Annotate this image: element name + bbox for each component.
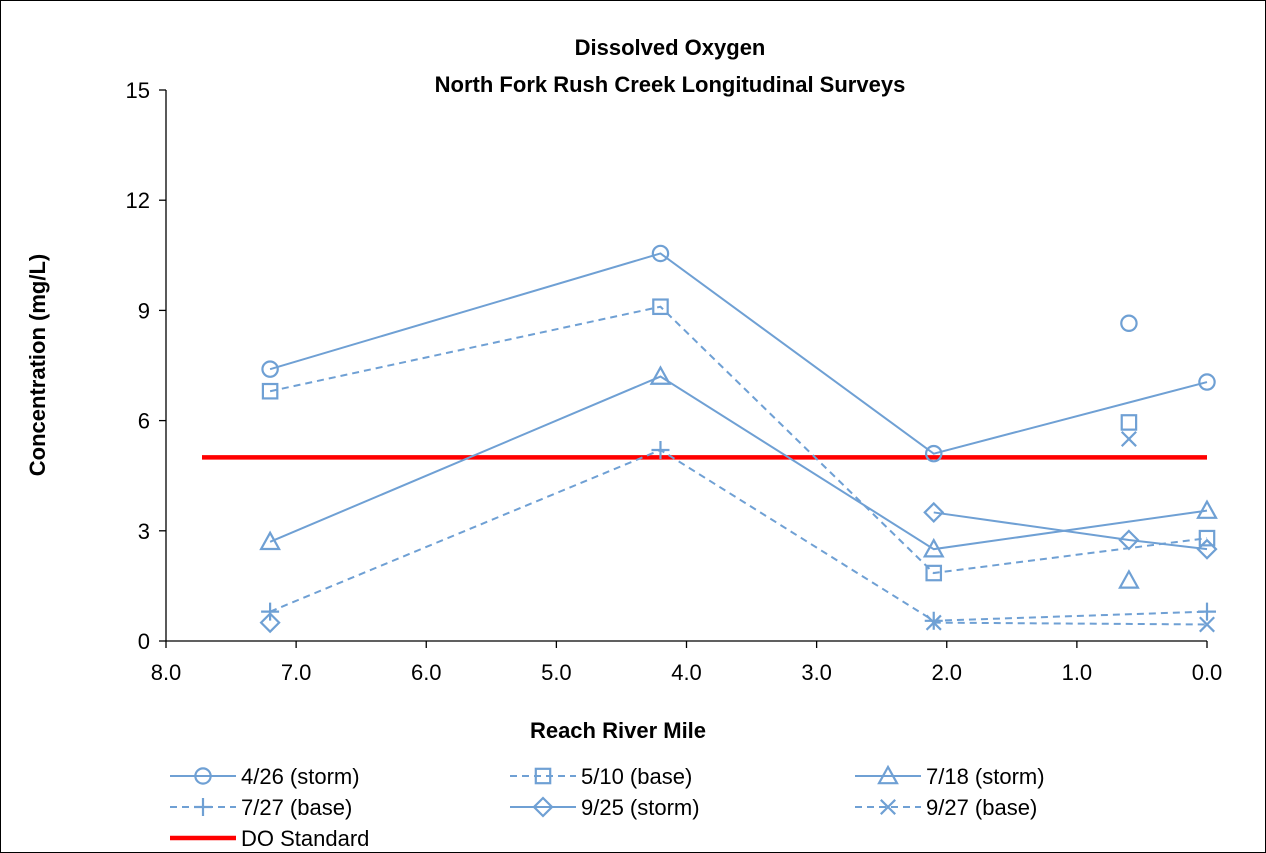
y-tick-label: 12 — [126, 188, 150, 213]
series-2 — [261, 298, 1216, 582]
data-point — [651, 244, 670, 263]
x-tick-label: 2.0 — [931, 660, 962, 685]
legend-item: 4/26 (storm) — [170, 764, 360, 789]
legend-item: 7/18 (storm) — [855, 764, 1045, 789]
legend-label: 9/27 (base) — [926, 795, 1037, 820]
series-6 — [925, 430, 1215, 633]
data-point — [1198, 529, 1216, 547]
data-point — [1196, 499, 1218, 519]
data-point — [1199, 616, 1215, 633]
y-tick-label: 6 — [138, 409, 150, 434]
data-point — [1198, 602, 1216, 621]
data-point — [925, 564, 943, 582]
data-point — [259, 612, 281, 634]
legend-item: 9/25 (storm) — [510, 795, 700, 820]
legend-marker — [194, 767, 212, 785]
data-point — [1120, 430, 1137, 447]
x-axis-ticks: 8.0 7.0 6.0 5.0 4.0 3.0 2.0 1.0 0.0 — [151, 641, 1223, 685]
data-point — [1118, 569, 1140, 589]
series-line — [269, 375, 1208, 551]
legend-marker — [534, 767, 552, 785]
legend-item: 9/27 (base) — [855, 795, 1037, 820]
legend-label: 7/18 (storm) — [926, 764, 1045, 789]
data-point — [924, 611, 943, 630]
data-point — [652, 298, 669, 316]
x-axis-title: Reach River Mile — [530, 718, 706, 743]
legend-item-do-standard: DO Standard — [170, 826, 369, 851]
legend-marker — [880, 799, 896, 815]
y-tick-label: 15 — [126, 78, 150, 103]
legend-item: 7/27 (base) — [170, 795, 352, 820]
legend-label: 9/25 (storm) — [581, 795, 700, 820]
x-tick-label: 1.0 — [1062, 660, 1093, 685]
y-axis-ticks: 0 3 6 9 12 15 — [126, 78, 166, 654]
data-point — [922, 537, 945, 558]
legend-marker — [194, 798, 212, 816]
legend-label: DO Standard — [241, 826, 369, 851]
data-point — [1118, 529, 1140, 551]
x-tick-label: 8.0 — [151, 660, 182, 685]
data-point — [261, 602, 280, 621]
x-tick-label: 4.0 — [671, 660, 702, 685]
data-point — [1196, 538, 1218, 560]
y-tick-label: 3 — [138, 519, 150, 544]
x-tick-label: 3.0 — [801, 660, 832, 685]
data-point — [1198, 373, 1216, 391]
legend-label: 4/26 (storm) — [241, 764, 360, 789]
data-point — [259, 530, 281, 551]
data-point — [1120, 314, 1138, 333]
series-line — [933, 511, 1208, 551]
legend-marker — [532, 796, 554, 818]
series-5 — [259, 501, 1218, 634]
chart-subtitle: North Fork Rush Creek Longitudinal Surve… — [435, 72, 906, 97]
series-4 — [261, 440, 1216, 630]
x-tick-label: 5.0 — [541, 660, 572, 685]
legend-item: 5/10 (base) — [510, 764, 692, 789]
data-point — [1120, 414, 1138, 431]
series-1 — [261, 244, 1216, 463]
data-point — [923, 501, 945, 523]
chart-title: Dissolved Oxygen — [575, 35, 766, 60]
series-layer — [259, 244, 1218, 634]
data-point — [651, 440, 670, 459]
x-tick-label: 7.0 — [281, 660, 312, 685]
x-tick-label: 6.0 — [411, 660, 442, 685]
series-line — [269, 448, 1208, 622]
series-line — [269, 305, 1208, 575]
y-axis-title: Concentration (mg/L) — [25, 254, 50, 476]
series-3 — [259, 365, 1218, 589]
y-tick-label: 9 — [138, 298, 150, 323]
data-point — [924, 444, 943, 463]
data-point — [261, 382, 279, 400]
legend-label: 7/27 (base) — [241, 795, 352, 820]
series-line — [933, 621, 1208, 626]
x-tick-label: 0.0 — [1192, 660, 1223, 685]
legend-marker — [877, 764, 899, 785]
y-tick-label: 0 — [138, 629, 150, 654]
legend: 4/26 (storm) 5/10 (base) 7/18 (storm) 7/27 … — [170, 764, 1045, 851]
data-point — [261, 360, 279, 378]
series-line — [269, 252, 1208, 455]
data-point — [649, 365, 672, 385]
legend-label: 5/10 (base) — [581, 764, 692, 789]
data-point — [925, 614, 942, 631]
